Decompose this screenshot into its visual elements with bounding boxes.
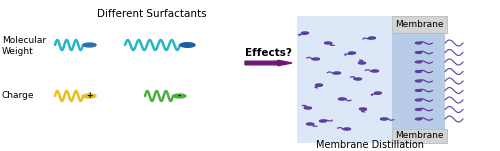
Text: Charge: Charge	[2, 92, 34, 101]
Circle shape	[338, 98, 345, 100]
Circle shape	[180, 43, 195, 47]
Circle shape	[312, 58, 320, 60]
Circle shape	[334, 72, 340, 74]
Circle shape	[306, 123, 314, 125]
Circle shape	[304, 107, 312, 109]
Circle shape	[416, 61, 422, 63]
Circle shape	[416, 80, 422, 82]
Circle shape	[368, 37, 376, 39]
Text: Membrane: Membrane	[395, 20, 444, 29]
Circle shape	[416, 42, 422, 44]
Text: Different Surfactants: Different Surfactants	[97, 9, 207, 19]
Circle shape	[372, 70, 378, 72]
Bar	[297, 16, 392, 143]
Text: Membrane Distillation: Membrane Distillation	[316, 140, 424, 150]
Circle shape	[344, 128, 350, 130]
Circle shape	[416, 118, 422, 120]
Text: Molecular
Weight: Molecular Weight	[2, 36, 46, 56]
Circle shape	[354, 78, 362, 80]
Circle shape	[324, 42, 332, 44]
Bar	[392, 16, 447, 33]
Circle shape	[83, 43, 96, 47]
Circle shape	[416, 52, 422, 53]
Circle shape	[320, 120, 326, 122]
Text: Membrane: Membrane	[395, 132, 444, 140]
Bar	[392, 129, 447, 143]
Circle shape	[302, 32, 308, 34]
Circle shape	[83, 94, 96, 98]
Circle shape	[360, 108, 366, 110]
Text: +: +	[86, 92, 92, 101]
Bar	[392, 33, 445, 129]
Circle shape	[316, 84, 322, 86]
Circle shape	[416, 90, 422, 91]
Text: -: -	[178, 92, 181, 101]
Circle shape	[416, 109, 422, 110]
Circle shape	[374, 92, 382, 94]
Circle shape	[358, 62, 366, 64]
Circle shape	[416, 71, 422, 72]
Circle shape	[380, 118, 388, 120]
FancyArrow shape	[245, 60, 292, 66]
Text: Effects?: Effects?	[245, 48, 292, 58]
Circle shape	[416, 99, 422, 101]
Circle shape	[348, 52, 356, 54]
Circle shape	[173, 94, 186, 98]
